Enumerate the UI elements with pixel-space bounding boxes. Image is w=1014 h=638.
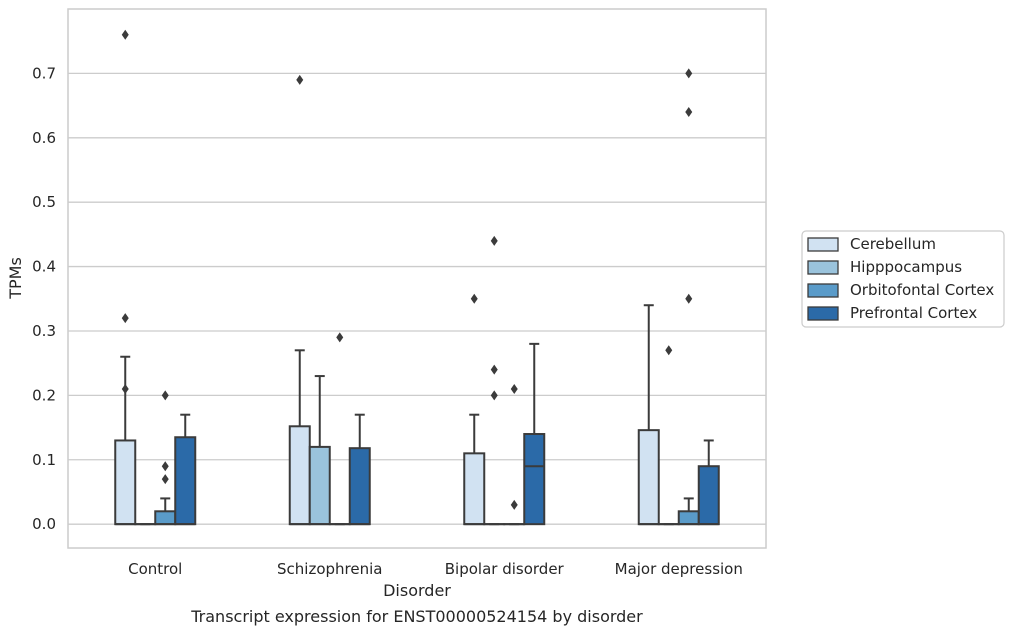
- box-cerebellum: [639, 305, 659, 524]
- y-tick-label: 0.6: [32, 129, 56, 147]
- box-orbitofontal-cortex: [504, 384, 524, 524]
- x-tick-label: Major depression: [615, 560, 743, 578]
- y-axis-label: TPMs: [6, 257, 25, 300]
- box-prefrontal-cortex: [699, 440, 719, 524]
- outlier-point: [511, 384, 518, 394]
- box-body: [290, 426, 310, 524]
- plot-frame: [68, 9, 766, 548]
- legend-swatch: [808, 307, 838, 320]
- outlier-point: [491, 236, 498, 246]
- box-orbitofontal-cortex: [155, 390, 175, 524]
- outlier-point: [491, 365, 498, 375]
- box-hipppocampus: [484, 236, 504, 524]
- x-axis-label: Disorder: [383, 581, 451, 600]
- outlier-point: [491, 390, 498, 400]
- legend-label: Prefrontal Cortex: [850, 304, 977, 322]
- box-body: [350, 448, 370, 524]
- box-body: [175, 437, 195, 524]
- box-body: [524, 434, 544, 524]
- y-tick-label: 0.5: [32, 193, 56, 211]
- y-tick-label: 0.0: [32, 515, 56, 533]
- box-orbitofontal-cortex: [679, 68, 699, 524]
- x-tick-label: Schizophrenia: [277, 560, 382, 578]
- outlier-point: [685, 107, 692, 117]
- box-body: [464, 453, 484, 524]
- box-prefrontal-cortex: [175, 415, 195, 524]
- box-cerebellum: [290, 75, 310, 524]
- outlier-point: [122, 30, 129, 40]
- grid-lines: [68, 73, 766, 524]
- legend-label: Cerebellum: [850, 235, 936, 253]
- y-tick-label: 0.2: [32, 386, 56, 404]
- legend-label: Orbitofontal Cortex: [850, 281, 994, 299]
- box-body: [639, 430, 659, 524]
- outlier-point: [511, 500, 518, 510]
- box-layer: [115, 30, 719, 524]
- legend: Cerebellum Hipppocampus Orbitofontal Corte…: [802, 231, 1004, 327]
- outlier-point: [336, 332, 343, 342]
- chart-caption: Transcript expression for ENST0000052415…: [190, 607, 643, 626]
- outlier-point: [471, 294, 478, 304]
- legend-swatch: [808, 238, 838, 251]
- box-body: [115, 440, 135, 524]
- outlier-point: [685, 294, 692, 304]
- box-prefrontal-cortex: [350, 415, 370, 524]
- y-tick-labels: 0.0 0.1 0.2 0.3 0.4 0.5 0.6 0.7: [32, 64, 56, 533]
- x-tick-label: Control: [128, 560, 182, 578]
- box-body: [155, 511, 175, 524]
- outlier-point: [685, 68, 692, 78]
- x-tick-label: Bipolar disorder: [445, 560, 565, 578]
- box-orbitofontal-cortex: [330, 332, 350, 524]
- box-body: [310, 447, 330, 524]
- outlier-point: [162, 461, 169, 471]
- outlier-point: [296, 75, 303, 85]
- outlier-point: [665, 345, 672, 355]
- legend-label: Hipppocampus: [850, 258, 962, 276]
- box-cerebellum: [464, 294, 484, 524]
- box-body: [699, 466, 719, 524]
- outlier-point: [122, 313, 129, 323]
- x-tick-labels: Control Schizophrenia Bipolar disorder Majo…: [128, 560, 743, 578]
- outlier-point: [162, 474, 169, 484]
- legend-swatch: [808, 261, 838, 274]
- y-tick-label: 0.7: [32, 64, 56, 82]
- outlier-point: [122, 384, 129, 394]
- outlier-point: [162, 390, 169, 400]
- box-cerebellum: [115, 30, 135, 524]
- y-tick-label: 0.3: [32, 322, 56, 340]
- box-body: [679, 511, 699, 524]
- box-hipppocampus: [310, 376, 330, 524]
- box-prefrontal-cortex: [524, 344, 544, 524]
- y-tick-label: 0.1: [32, 451, 56, 469]
- box-hipppocampus: [659, 345, 679, 524]
- y-tick-label: 0.4: [32, 258, 56, 276]
- legend-swatch: [808, 284, 838, 297]
